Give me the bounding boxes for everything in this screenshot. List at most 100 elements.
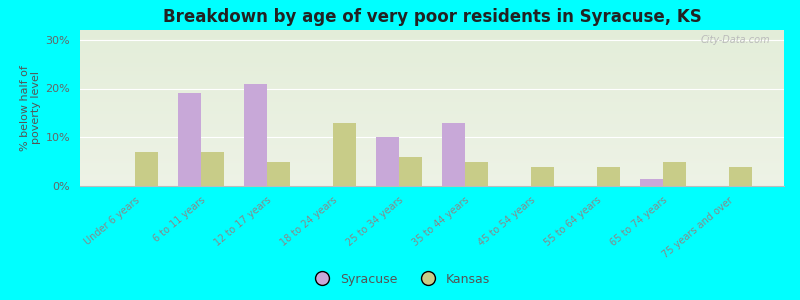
Bar bbox=[80, 163, 784, 164]
Bar bbox=[80, 153, 784, 155]
Bar bbox=[80, 69, 784, 70]
Bar bbox=[80, 167, 784, 169]
Bar bbox=[80, 32, 784, 33]
Bar bbox=[80, 95, 784, 97]
Bar bbox=[80, 60, 784, 61]
Bar bbox=[399, 157, 422, 186]
Bar bbox=[80, 133, 784, 134]
Bar bbox=[80, 181, 784, 183]
Bar bbox=[333, 123, 356, 186]
Bar bbox=[80, 68, 784, 69]
Bar bbox=[80, 116, 784, 117]
Bar bbox=[80, 77, 784, 78]
Bar bbox=[80, 113, 784, 114]
Bar bbox=[80, 172, 784, 173]
Bar bbox=[80, 74, 784, 75]
Bar bbox=[80, 160, 784, 161]
Bar bbox=[80, 102, 784, 103]
Bar bbox=[80, 175, 784, 177]
Bar bbox=[80, 164, 784, 166]
Bar bbox=[80, 158, 784, 160]
Bar bbox=[80, 72, 784, 74]
Bar bbox=[80, 111, 784, 113]
Bar bbox=[80, 33, 784, 35]
Bar bbox=[80, 103, 784, 105]
Text: City-Data.com: City-Data.com bbox=[700, 35, 770, 45]
Bar bbox=[376, 137, 399, 186]
Bar bbox=[80, 183, 784, 184]
Bar bbox=[80, 127, 784, 128]
Bar bbox=[80, 141, 784, 142]
Bar bbox=[80, 152, 784, 153]
Bar bbox=[80, 99, 784, 100]
Bar bbox=[663, 162, 686, 186]
Bar bbox=[80, 80, 784, 82]
Bar bbox=[80, 128, 784, 130]
Bar bbox=[80, 92, 784, 94]
Bar bbox=[80, 86, 784, 88]
Bar bbox=[80, 150, 784, 152]
Bar bbox=[640, 179, 663, 186]
Bar bbox=[80, 46, 784, 47]
Bar bbox=[729, 167, 752, 186]
Bar bbox=[80, 178, 784, 180]
Bar bbox=[80, 52, 784, 53]
Bar bbox=[80, 108, 784, 110]
Bar bbox=[80, 88, 784, 89]
Bar bbox=[80, 100, 784, 102]
Bar bbox=[80, 47, 784, 49]
Bar bbox=[80, 161, 784, 163]
Bar bbox=[80, 53, 784, 55]
Bar bbox=[465, 162, 488, 186]
Bar bbox=[80, 35, 784, 36]
Bar bbox=[80, 110, 784, 111]
Title: Breakdown by age of very poor residents in Syracuse, KS: Breakdown by age of very poor residents … bbox=[162, 8, 702, 26]
Bar bbox=[80, 139, 784, 141]
Bar bbox=[80, 44, 784, 46]
Bar bbox=[80, 63, 784, 64]
Bar bbox=[80, 89, 784, 91]
Bar bbox=[178, 93, 201, 186]
Bar bbox=[80, 170, 784, 172]
Bar bbox=[80, 105, 784, 106]
Bar bbox=[80, 64, 784, 66]
Bar bbox=[80, 36, 784, 38]
Y-axis label: % below half of
poverty level: % below half of poverty level bbox=[20, 65, 42, 151]
Bar bbox=[80, 155, 784, 156]
Bar bbox=[80, 43, 784, 44]
Bar bbox=[531, 167, 554, 186]
Bar bbox=[80, 134, 784, 136]
Bar bbox=[80, 97, 784, 99]
Bar bbox=[80, 38, 784, 39]
Bar bbox=[80, 122, 784, 124]
Bar bbox=[80, 50, 784, 52]
Bar bbox=[80, 148, 784, 150]
Bar bbox=[80, 82, 784, 83]
Bar bbox=[135, 152, 158, 186]
Bar bbox=[80, 180, 784, 181]
Bar bbox=[80, 130, 784, 131]
Bar bbox=[442, 123, 465, 186]
Bar bbox=[80, 169, 784, 170]
Bar bbox=[244, 84, 267, 186]
Bar bbox=[267, 162, 290, 186]
Bar bbox=[80, 66, 784, 68]
Bar bbox=[80, 55, 784, 56]
Bar bbox=[80, 184, 784, 186]
Bar bbox=[80, 119, 784, 121]
Bar bbox=[80, 124, 784, 125]
Bar bbox=[80, 114, 784, 116]
Bar bbox=[80, 177, 784, 178]
Bar bbox=[80, 41, 784, 43]
Bar bbox=[80, 142, 784, 144]
Bar bbox=[80, 173, 784, 175]
Bar bbox=[80, 58, 784, 60]
Bar bbox=[80, 131, 784, 133]
Bar bbox=[80, 138, 784, 139]
Bar bbox=[80, 61, 784, 63]
Bar bbox=[80, 94, 784, 95]
Bar bbox=[80, 144, 784, 146]
Bar bbox=[80, 117, 784, 119]
Bar bbox=[80, 78, 784, 80]
Bar bbox=[80, 39, 784, 41]
